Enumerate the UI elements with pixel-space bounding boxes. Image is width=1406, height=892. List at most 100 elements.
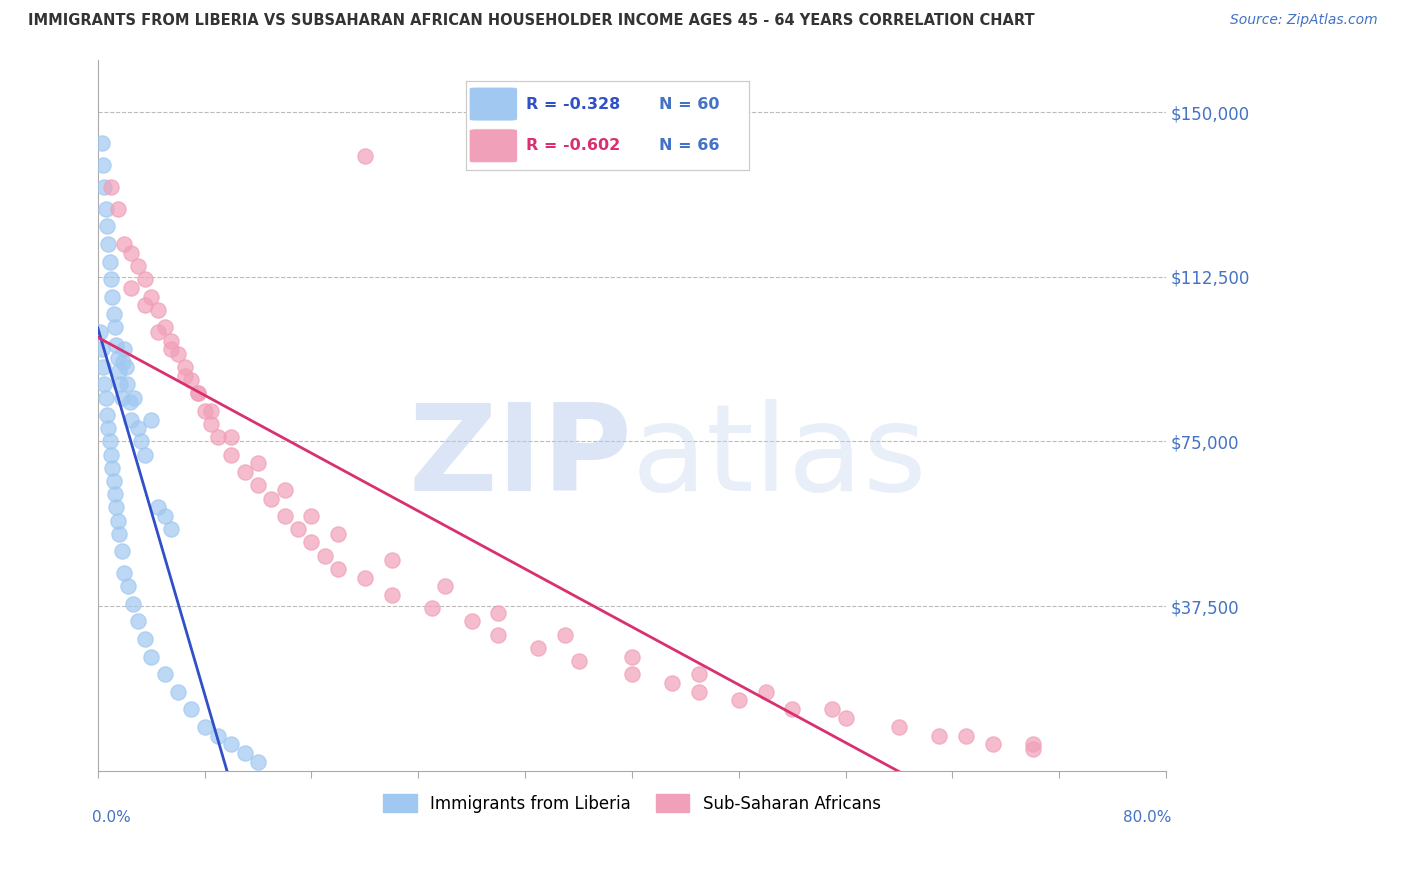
Point bbox=[105, 338, 128, 352]
Point bbox=[153, 320, 176, 334]
Point bbox=[554, 627, 576, 641]
Point bbox=[274, 483, 297, 497]
Point bbox=[127, 421, 149, 435]
Text: ZIP: ZIP bbox=[408, 400, 631, 516]
Point bbox=[120, 412, 142, 426]
Point bbox=[110, 377, 132, 392]
Point bbox=[821, 702, 844, 716]
Point bbox=[527, 640, 550, 655]
Point bbox=[1021, 737, 1043, 751]
Point bbox=[127, 259, 149, 273]
Point bbox=[141, 412, 163, 426]
Point bbox=[620, 649, 643, 664]
Point bbox=[93, 180, 115, 194]
Point bbox=[187, 386, 209, 401]
Text: 0.0%: 0.0% bbox=[93, 810, 131, 825]
Point bbox=[146, 500, 169, 515]
Point bbox=[354, 570, 377, 584]
Point bbox=[887, 720, 910, 734]
Point bbox=[187, 386, 209, 401]
Point bbox=[461, 615, 484, 629]
Point bbox=[127, 615, 149, 629]
Point bbox=[118, 395, 141, 409]
Point bbox=[91, 158, 114, 172]
Point bbox=[146, 302, 169, 317]
Point bbox=[221, 430, 243, 444]
Point bbox=[620, 667, 643, 681]
Point bbox=[100, 448, 122, 462]
Point bbox=[688, 684, 710, 698]
Text: Source: ZipAtlas.com: Source: ZipAtlas.com bbox=[1230, 13, 1378, 28]
Point bbox=[107, 351, 129, 365]
Point bbox=[207, 430, 229, 444]
Point bbox=[434, 579, 457, 593]
Point bbox=[160, 522, 183, 536]
Point bbox=[114, 566, 136, 581]
Point bbox=[100, 180, 122, 194]
Point bbox=[103, 474, 125, 488]
Point bbox=[274, 509, 297, 524]
Point bbox=[114, 236, 136, 251]
Point bbox=[117, 579, 139, 593]
Point bbox=[120, 281, 142, 295]
Point bbox=[194, 403, 217, 417]
Point bbox=[381, 588, 404, 602]
Point bbox=[121, 597, 143, 611]
Point bbox=[141, 649, 163, 664]
Text: 80.0%: 80.0% bbox=[1123, 810, 1171, 825]
Point bbox=[167, 684, 190, 698]
Point bbox=[115, 377, 138, 392]
Point bbox=[108, 364, 131, 378]
Point bbox=[420, 601, 443, 615]
Point bbox=[661, 676, 683, 690]
Point bbox=[486, 606, 509, 620]
Point bbox=[90, 343, 112, 357]
Point bbox=[107, 514, 129, 528]
Point bbox=[1021, 741, 1043, 756]
Point bbox=[107, 202, 129, 216]
Point bbox=[981, 737, 1004, 751]
Point bbox=[91, 359, 114, 374]
Point bbox=[928, 729, 950, 743]
Point bbox=[194, 720, 217, 734]
Point bbox=[247, 478, 270, 492]
Point bbox=[122, 391, 145, 405]
Point bbox=[328, 526, 350, 541]
Point bbox=[173, 359, 195, 374]
Point bbox=[129, 434, 152, 449]
Point bbox=[834, 711, 856, 725]
Point bbox=[200, 403, 222, 417]
Point bbox=[89, 325, 111, 339]
Point bbox=[328, 562, 350, 576]
Point bbox=[114, 343, 136, 357]
Point bbox=[727, 693, 749, 707]
Point bbox=[301, 509, 323, 524]
Point bbox=[90, 136, 112, 150]
Point bbox=[260, 491, 283, 506]
Point bbox=[167, 347, 190, 361]
Point bbox=[114, 359, 136, 374]
Point bbox=[97, 236, 120, 251]
Point bbox=[134, 272, 156, 286]
Point bbox=[111, 544, 134, 558]
Point bbox=[486, 627, 509, 641]
Point bbox=[180, 373, 202, 387]
Point bbox=[780, 702, 803, 716]
Point bbox=[153, 509, 176, 524]
Point bbox=[180, 702, 202, 716]
Point bbox=[160, 334, 183, 348]
Point bbox=[207, 729, 229, 743]
Text: IMMIGRANTS FROM LIBERIA VS SUBSAHARAN AFRICAN HOUSEHOLDER INCOME AGES 45 - 64 YE: IMMIGRANTS FROM LIBERIA VS SUBSAHARAN AF… bbox=[28, 13, 1035, 29]
Point bbox=[381, 553, 404, 567]
Point bbox=[314, 549, 336, 563]
Point bbox=[955, 729, 977, 743]
Point bbox=[101, 290, 124, 304]
Point bbox=[98, 254, 121, 268]
Point bbox=[100, 272, 122, 286]
Point bbox=[221, 448, 243, 462]
Point bbox=[153, 667, 176, 681]
Point bbox=[97, 421, 120, 435]
Point bbox=[120, 245, 142, 260]
Point bbox=[96, 219, 118, 234]
Point bbox=[247, 755, 270, 769]
